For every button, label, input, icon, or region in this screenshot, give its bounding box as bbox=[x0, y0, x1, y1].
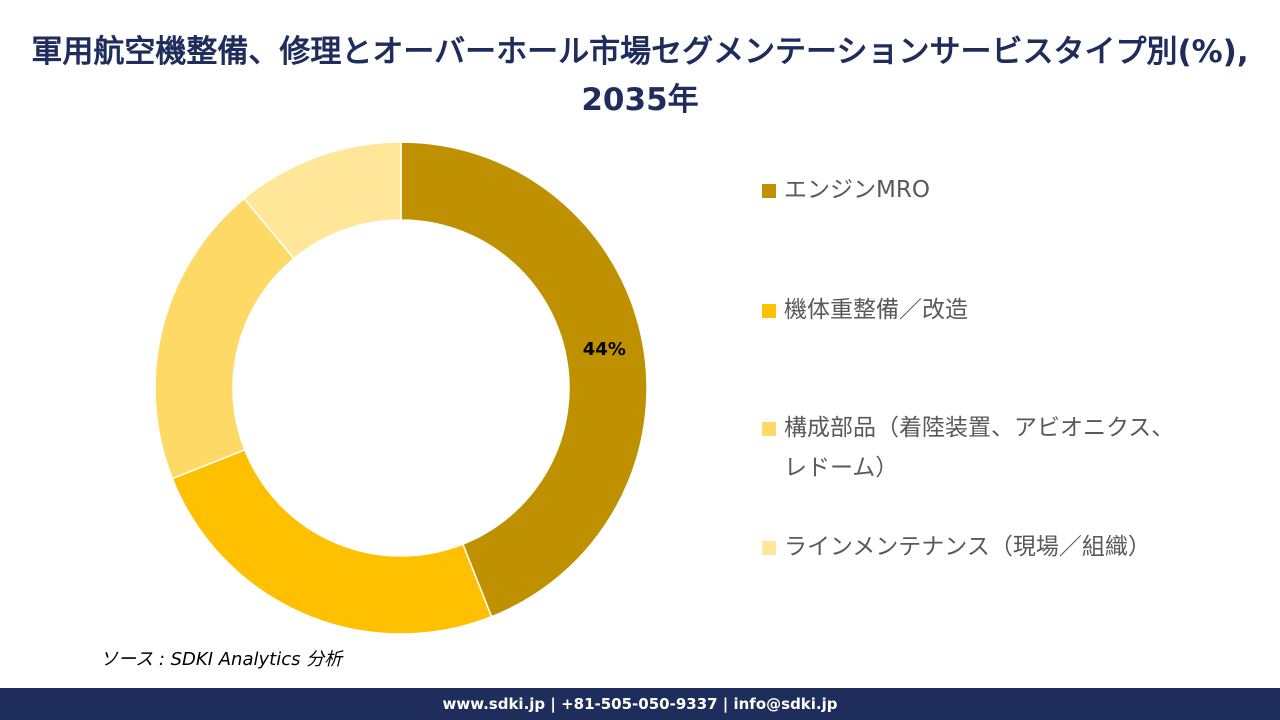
chart-title: 軍用航空機整備、修理とオーバーホール市場セグメンテーションサービスタイプ別(%)… bbox=[31, 34, 1249, 118]
legend-swatch bbox=[762, 184, 776, 198]
legend-entry: 機体重整備／改造 bbox=[762, 290, 1182, 330]
legend-label: エンジンMRO bbox=[784, 177, 930, 203]
donut-segment bbox=[154, 197, 295, 480]
legend-entry: エンジンMRO bbox=[762, 170, 1182, 210]
data-label: 44% bbox=[583, 339, 626, 360]
legend-swatch bbox=[762, 541, 776, 555]
chart: 44% bbox=[154, 141, 648, 635]
source: ソース : SDKI Analytics 分析 bbox=[100, 649, 343, 670]
legend-swatch bbox=[762, 422, 776, 436]
donut-segment bbox=[243, 141, 402, 260]
legend-label: 構成部品（着陸装置、アビオニクス、レドーム） bbox=[784, 415, 1175, 481]
legend-label: ラインメンテナンス（現場／組織） bbox=[784, 534, 1151, 560]
donut-segment bbox=[400, 141, 648, 618]
legend-entry: ラインメンテナンス（現場／組織） bbox=[762, 527, 1182, 567]
legend-entry: 構成部品（着陸装置、アビオニクス、レドーム） bbox=[762, 408, 1182, 488]
legend-swatch bbox=[762, 304, 776, 318]
legend-label: 機体重整備／改造 bbox=[784, 297, 968, 323]
footer: www.sdki.jp | +81-505-050-9337 | info@sd… bbox=[0, 688, 1280, 720]
donut-segment bbox=[171, 448, 493, 635]
